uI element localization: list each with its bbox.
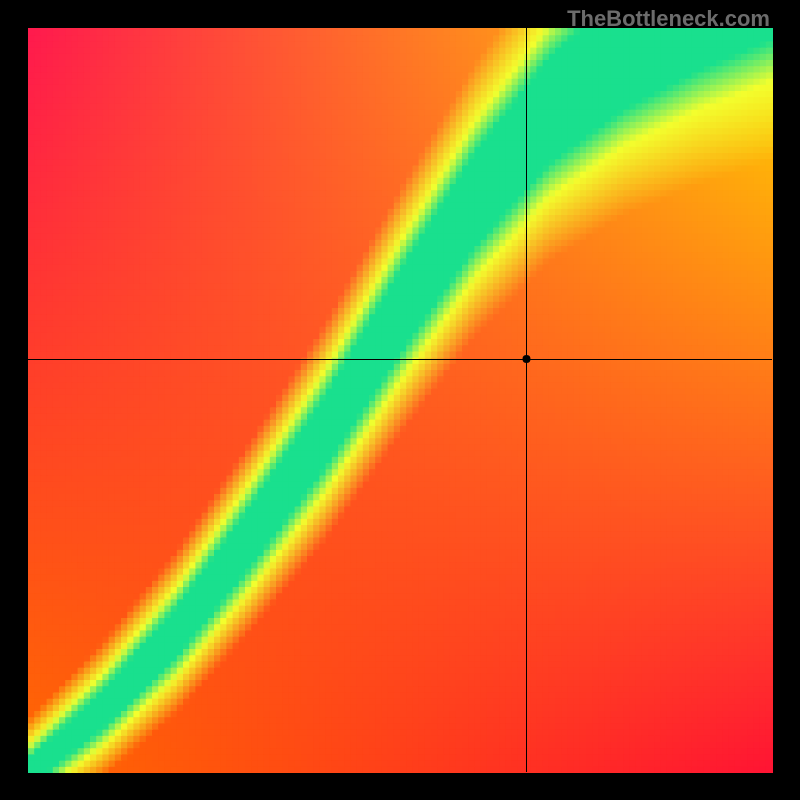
- chart-container: TheBottleneck.com: [0, 0, 800, 800]
- watermark-text: TheBottleneck.com: [567, 6, 770, 32]
- bottleneck-heatmap: [0, 0, 800, 800]
